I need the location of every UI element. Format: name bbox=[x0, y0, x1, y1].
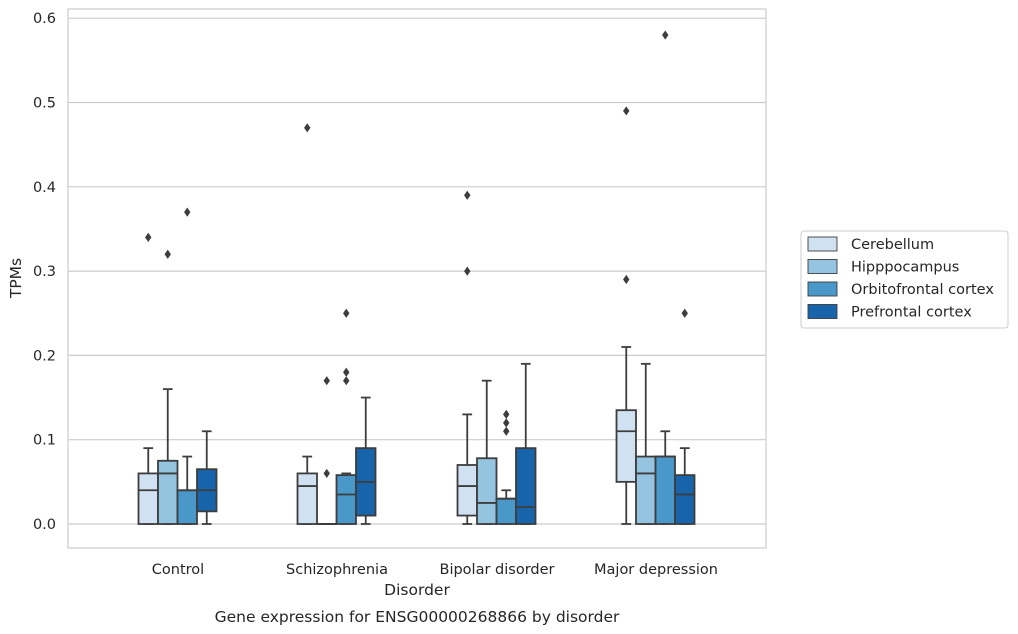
y-tick-label: 0.4 bbox=[33, 180, 56, 196]
x-tick-label: Major depression bbox=[594, 562, 718, 578]
y-tick-label: 0.5 bbox=[33, 96, 56, 112]
box-prefrontal-cortex bbox=[674, 308, 696, 525]
box-iqr bbox=[615, 409, 637, 483]
box-orbitofrontal-cortex bbox=[335, 308, 357, 525]
legend-swatch bbox=[807, 304, 838, 319]
box-iqr bbox=[635, 455, 657, 525]
y-tick-label: 0.2 bbox=[33, 348, 56, 364]
legend: Cerebellum Hipppocampus Orbitofrontal cort… bbox=[800, 230, 1009, 329]
outlier-point bbox=[184, 207, 191, 217]
box-prefrontal-cortex bbox=[515, 362, 537, 525]
legend-frame bbox=[800, 230, 1009, 329]
box-hipppocampus bbox=[157, 249, 179, 525]
box-cerebellum bbox=[137, 232, 159, 525]
legend-swatch bbox=[807, 259, 838, 274]
outlier-point bbox=[464, 266, 471, 276]
outlier-point bbox=[343, 367, 350, 377]
outlier-point bbox=[623, 106, 630, 116]
y-tick-label: 0.0 bbox=[33, 517, 56, 533]
outlier-point bbox=[343, 376, 350, 386]
outlier-point bbox=[343, 308, 350, 318]
box-iqr bbox=[476, 457, 498, 525]
legend-swatch bbox=[807, 281, 838, 297]
outlier-point bbox=[503, 426, 510, 436]
legend-label: Orbitofrontal cortex bbox=[851, 282, 994, 298]
box-iqr bbox=[296, 472, 318, 525]
box-iqr bbox=[157, 459, 179, 525]
legend-label: Hipppocampus bbox=[851, 260, 959, 276]
y-tick-label: 0.6 bbox=[33, 11, 56, 27]
box-iqr bbox=[176, 489, 198, 525]
box-hipppocampus bbox=[476, 379, 498, 525]
legend-label: Cerebellum bbox=[851, 237, 934, 253]
legend-swatch bbox=[807, 236, 838, 252]
box-cerebellum bbox=[456, 190, 478, 525]
box-plot-marks bbox=[137, 30, 696, 525]
y-axis-label: TPMs bbox=[7, 258, 25, 299]
box-cerebellum bbox=[615, 106, 637, 525]
box-orbitofrontal-cortex bbox=[495, 409, 517, 525]
x-tick-labels: Control Schizophrenia Bipolar disorder Majo… bbox=[152, 562, 718, 578]
x-axis-label: Disorder bbox=[384, 581, 450, 599]
x-tick-label: Schizophrenia bbox=[286, 562, 388, 578]
box-orbitofrontal-cortex bbox=[176, 207, 198, 525]
plot-frame bbox=[67, 8, 767, 549]
outlier-point bbox=[323, 468, 330, 479]
y-tick-label: 0.1 bbox=[33, 433, 56, 449]
box-cerebellum bbox=[296, 123, 318, 525]
outlier-point bbox=[503, 418, 510, 428]
y-tick-labels: 0.0 0.1 0.2 0.3 0.4 0.5 0.6 bbox=[33, 11, 56, 533]
box-hipppocampus bbox=[316, 376, 338, 525]
box-hipppocampus bbox=[635, 362, 657, 525]
box-iqr bbox=[674, 474, 696, 525]
outlier-point bbox=[164, 249, 171, 259]
box-prefrontal-cortex bbox=[196, 430, 218, 525]
outlier-point bbox=[503, 409, 510, 420]
box-prefrontal-cortex bbox=[355, 396, 377, 525]
box-iqr bbox=[335, 474, 357, 525]
outlier-point bbox=[304, 123, 311, 133]
y-gridlines bbox=[68, 17, 766, 525]
chart-caption: Gene expression for ENSG00000268866 by d… bbox=[215, 608, 620, 626]
box-iqr bbox=[495, 497, 517, 525]
x-tick-label: Bipolar disorder bbox=[440, 562, 555, 578]
outlier-point bbox=[681, 308, 688, 318]
x-tick-label: Control bbox=[152, 562, 204, 578]
box-iqr bbox=[515, 447, 537, 525]
box-iqr bbox=[137, 472, 159, 525]
outlier-point bbox=[464, 190, 471, 200]
legend-label: Prefrontal cortex bbox=[851, 305, 972, 321]
box-iqr bbox=[654, 455, 676, 525]
outlier-point bbox=[662, 30, 669, 40]
box-iqr bbox=[456, 464, 478, 517]
box-orbitofrontal-cortex bbox=[654, 30, 676, 525]
outlier-point bbox=[323, 376, 330, 386]
outlier-point bbox=[145, 232, 152, 242]
outlier-point bbox=[623, 274, 630, 285]
y-tick-label: 0.3 bbox=[33, 264, 56, 280]
